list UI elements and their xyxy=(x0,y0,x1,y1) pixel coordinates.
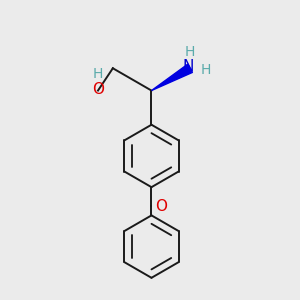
Text: O: O xyxy=(155,199,167,214)
Text: H: H xyxy=(200,63,211,77)
Text: H: H xyxy=(93,67,103,81)
Text: N: N xyxy=(182,59,194,74)
Text: O: O xyxy=(92,82,104,97)
Polygon shape xyxy=(152,64,193,91)
Text: H: H xyxy=(185,45,195,59)
